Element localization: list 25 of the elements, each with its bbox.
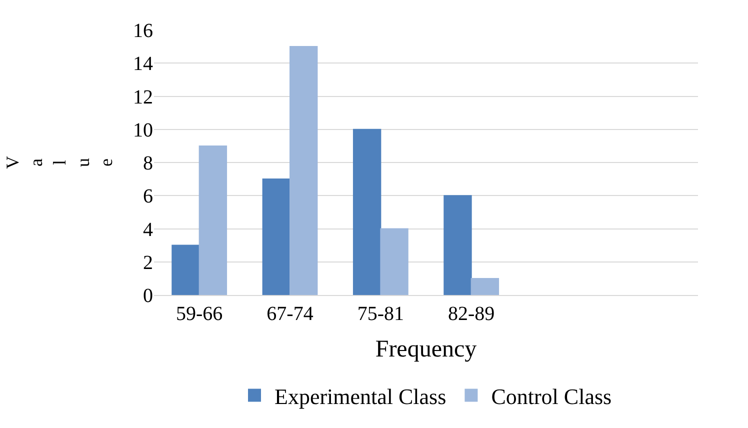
bar (262, 178, 290, 295)
bar (380, 228, 408, 295)
legend-label: Experimental Class (274, 384, 446, 409)
y-tick-label: 14 (133, 53, 153, 76)
x-axis-title: Frequency (375, 336, 477, 362)
y-tick-label: 6 (143, 186, 153, 208)
x-tick-label: 75-81 (357, 303, 404, 325)
bar (198, 145, 228, 295)
bar (444, 195, 472, 295)
y-tick-label: 12 (133, 86, 153, 108)
y-tick-label: 0 (143, 285, 153, 307)
x-tick-label: 67-74 (266, 303, 314, 325)
x-tick-label: 82-89 (448, 303, 495, 325)
bar (172, 244, 200, 295)
y-tick-label: 10 (133, 119, 153, 142)
y-tick-label: 16 (133, 20, 153, 42)
y-tick-label: 2 (143, 252, 153, 274)
y-tick-label: 4 (143, 218, 153, 241)
y-tick-label: 8 (143, 152, 153, 174)
bar (290, 46, 318, 295)
legend-label: Control Class (491, 384, 612, 409)
bar (470, 278, 500, 295)
x-tick-label: 59-66 (176, 303, 223, 325)
bar (352, 128, 382, 295)
y-axis-title: Value (2, 156, 116, 169)
